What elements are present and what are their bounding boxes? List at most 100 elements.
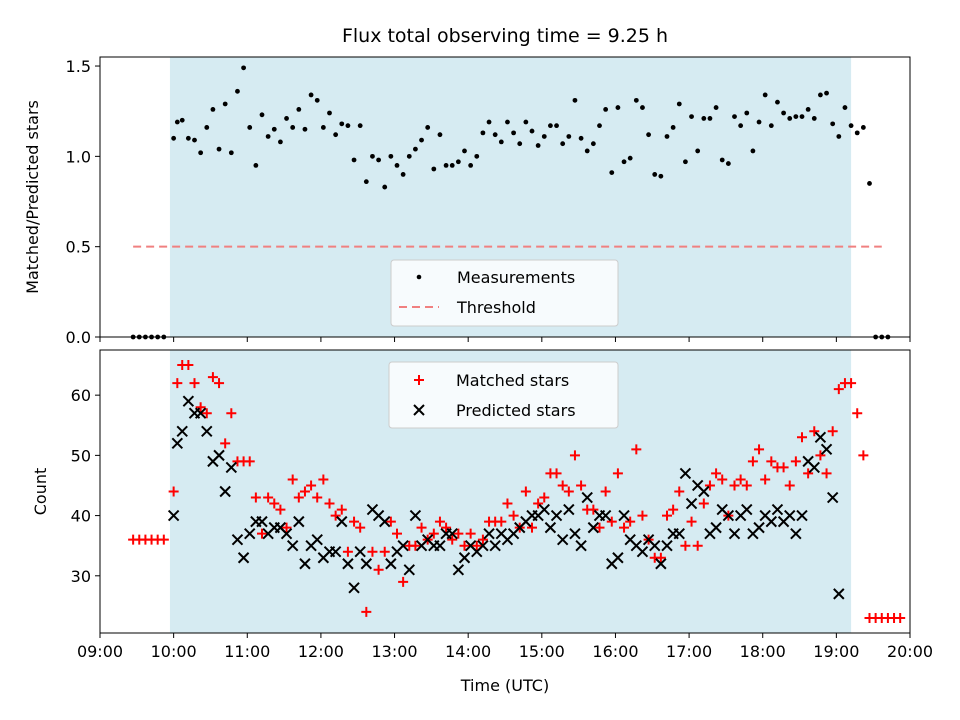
- matched-star-point: [520, 486, 531, 497]
- predicted-star-point: [581, 491, 593, 504]
- matched-star-point: [508, 510, 519, 521]
- matched-star-point: [803, 468, 814, 479]
- measurement-point: [787, 116, 793, 121]
- matched-star-point: [257, 528, 267, 539]
- measurement-point: [437, 132, 443, 138]
- measurement-point: [566, 134, 572, 139]
- y-tick-label-top: 0.0: [66, 328, 91, 347]
- ratio-panel: 0.0 0.5 1.0 1.5 Flux total observing time =…: [23, 25, 911, 347]
- y-tick-label-bottom: 60: [71, 386, 91, 405]
- count-panel: 09:00 10:00 11:00 12:00 13:00 14:00 15:00 16:00…: [31, 349, 933, 695]
- matched-star-point: [797, 432, 807, 443]
- predicted-star-point: [679, 467, 692, 480]
- measurement-point: [480, 130, 486, 136]
- predicted-star-point: [348, 582, 360, 594]
- measurement-point: [713, 105, 719, 110]
- measurement-point: [560, 141, 566, 147]
- matched-star-point: [704, 480, 715, 491]
- predicted-star-point: [446, 527, 458, 540]
- measurement-point: [339, 121, 345, 127]
- matched-star-point: [790, 456, 801, 467]
- measurement-point: [646, 132, 651, 138]
- measurement-point: [376, 157, 381, 163]
- matched-star-point: [588, 504, 599, 515]
- matched-star-point: [201, 408, 212, 419]
- measurement-point: [320, 125, 326, 130]
- matched-star-point: [766, 456, 777, 467]
- matched-star-point: [711, 468, 722, 479]
- measurement-point: [394, 162, 400, 168]
- predicted-star-point: [599, 509, 612, 522]
- predicted-star-point: [231, 533, 244, 546]
- predicted-star-point: [556, 533, 569, 546]
- measurement-point: [492, 132, 498, 138]
- measurement-point: [290, 125, 296, 130]
- matched-star-point: [827, 426, 838, 437]
- matched-star-point: [336, 504, 347, 515]
- matched-star-point: [250, 492, 261, 503]
- legend-bottom: Matched stars Predicted stars: [388, 361, 619, 429]
- measurement-point: [468, 162, 474, 168]
- measurement-point: [523, 119, 529, 125]
- predicted-star-point: [434, 539, 446, 552]
- predicted-star-point: [311, 533, 323, 546]
- measurement-point: [554, 123, 559, 129]
- matched-star-point: [563, 486, 574, 497]
- measurement-point: [805, 106, 811, 112]
- measurement-point: [327, 110, 332, 116]
- matched-star-point: [594, 522, 605, 533]
- predicted-star-point: [661, 539, 673, 552]
- measurement-point: [198, 150, 204, 156]
- y-axis-label-bottom: Count: [31, 468, 50, 516]
- measurement-point: [253, 162, 259, 168]
- measurement-point: [241, 65, 246, 71]
- x-tick-label: 12:00: [298, 642, 344, 661]
- measurement-point: [351, 157, 357, 163]
- measurement-point: [357, 123, 363, 129]
- measurement-point: [615, 105, 621, 110]
- predicted-star-point: [538, 503, 550, 516]
- matched-star-point: [655, 552, 666, 563]
- matched-star-point: [410, 540, 421, 551]
- matched-star-point: [637, 510, 648, 521]
- predicted-star-point: [790, 527, 802, 540]
- matched-star-point: [809, 426, 820, 437]
- matched-star-point: [465, 528, 476, 539]
- measurement-point: [449, 162, 455, 168]
- measurement-point: [511, 130, 516, 136]
- predicted-star-point: [544, 521, 557, 534]
- measurement-point: [462, 148, 467, 154]
- matched-star-point: [459, 540, 470, 551]
- ticks-top: 0.0 0.5 1.0 1.5: [66, 57, 911, 347]
- matched-star-point: [330, 510, 341, 521]
- predicted-star-point: [796, 509, 808, 522]
- predicted-star-point: [477, 539, 489, 552]
- measurement-point: [627, 155, 633, 161]
- predicted-star-point: [569, 527, 581, 540]
- measurement-point: [235, 88, 240, 94]
- legend-matched-marker: [414, 375, 424, 385]
- predicted-star-point: [655, 558, 667, 570]
- matched-star-point: [741, 480, 752, 491]
- measurement-point: [762, 92, 768, 98]
- measurement-point: [793, 114, 799, 120]
- legend-measurements-label: Measurements: [457, 268, 575, 287]
- matched-star-point: [244, 456, 255, 467]
- predicted-star-point: [237, 552, 250, 564]
- x-tick-label: 13:00: [371, 642, 417, 661]
- predicted-star-point: [826, 491, 839, 504]
- measurement-point: [204, 125, 210, 130]
- x-tick-label: 11:00: [224, 642, 270, 661]
- measurement-point: [174, 119, 180, 125]
- x-tick-label: 18:00: [740, 642, 786, 661]
- y-tick-label-top: 1.0: [66, 147, 91, 166]
- matched-star-point: [189, 378, 200, 389]
- measurement-point: [210, 106, 216, 112]
- matched-star-point: [698, 498, 709, 509]
- measurement-point: [222, 101, 228, 107]
- predicted-star-point: [219, 485, 231, 498]
- predicted-star-point: [167, 509, 180, 522]
- measurement-point: [505, 119, 510, 125]
- predicted-star-point: [753, 521, 765, 534]
- measurement-point: [314, 97, 320, 103]
